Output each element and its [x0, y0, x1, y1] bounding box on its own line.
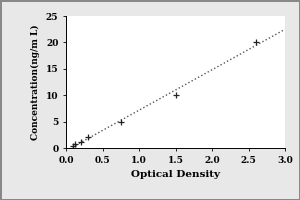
Y-axis label: Concentration(ng/m L): Concentration(ng/m L) [31, 24, 40, 140]
X-axis label: Optical Density: Optical Density [131, 170, 220, 179]
